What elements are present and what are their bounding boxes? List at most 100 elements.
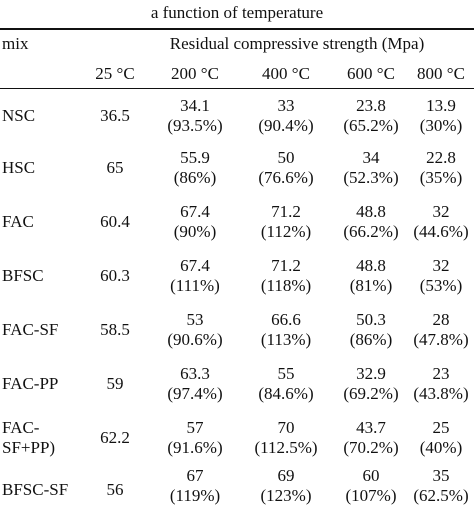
value-200: 34.1 (93.5%) (150, 96, 240, 136)
strength-percent: (90%) (173, 222, 217, 241)
strength-percent: (97.4%) (167, 384, 223, 403)
header-temp-200: 200 °C (171, 64, 219, 83)
row-mix-line: FAC- (2, 418, 40, 437)
table-caption: a function of temperature (150, 3, 324, 22)
strength-percent: (111%) (170, 276, 220, 295)
value-25: 60.3 (100, 266, 130, 285)
strength-percent: (112%) (260, 222, 312, 241)
value-800: 28 (47.8%) (408, 310, 474, 350)
value-200: 67.4 (90%) (150, 202, 240, 242)
value-400: 71.2 (118%) (240, 256, 332, 296)
header-rule (0, 88, 474, 89)
strength-percent: (69.2%) (343, 384, 399, 403)
strength-value: 71.2 (271, 202, 301, 221)
strength-value: 50 (277, 148, 295, 167)
header-temp-800: 800 °C (417, 64, 465, 83)
row-mix: HSC (2, 158, 36, 177)
value-600: 48.8 (66.2%) (332, 202, 410, 242)
strength-value: 50.3 (356, 310, 386, 329)
value-25: 36.5 (100, 106, 130, 125)
strength-value: 34 (362, 148, 380, 167)
strength-percent: (81%) (349, 276, 393, 295)
strength-value: 43.7 (356, 418, 386, 437)
strength-value: 57 (186, 418, 204, 437)
value-200: 57 (91.6%) (150, 418, 240, 458)
value-200: 67.4 (111%) (150, 256, 240, 296)
strength-percent: (47.8%) (413, 330, 469, 349)
value-400: 71.2 (112%) (240, 202, 332, 242)
header-mix: mix (2, 34, 29, 53)
value-800: 13.9 (30%) (408, 96, 474, 136)
strength-percent: (76.6%) (258, 168, 314, 187)
value-600: 60 (107%) (332, 466, 410, 506)
value-400: 66.6 (113%) (240, 310, 332, 350)
value-600: 48.8 (81%) (332, 256, 410, 296)
strength-value: 63.3 (180, 364, 210, 383)
strength-value: 34.1 (180, 96, 210, 115)
strength-value: 35 (432, 466, 450, 485)
row-mix: FAC (2, 212, 34, 231)
value-800: 32 (53%) (408, 256, 474, 296)
strength-percent: (65.2%) (343, 116, 399, 135)
header-residual-strength: Residual compressive strength (Mpa) (169, 34, 425, 53)
strength-percent: (112.5%) (254, 438, 318, 457)
value-400: 70 (112.5%) (240, 418, 332, 458)
strength-percent: (53%) (419, 276, 463, 295)
strength-percent: (43.8%) (413, 384, 469, 403)
strength-value: 69 (277, 466, 295, 485)
strength-percent: (35%) (419, 168, 463, 187)
value-200: 67 (119%) (150, 466, 240, 506)
row-mix: BFSC (2, 266, 44, 285)
strength-percent: (66.2%) (343, 222, 399, 241)
strength-value: 66.6 (271, 310, 301, 329)
header-temp-400: 400 °C (262, 64, 310, 83)
strength-percent: (52.3%) (343, 168, 399, 187)
value-400: 69 (123%) (240, 466, 332, 506)
strength-value: 23.8 (356, 96, 386, 115)
strength-value: 67.4 (180, 202, 210, 221)
strength-value: 48.8 (356, 256, 386, 275)
row-mix-line: SF+PP) (2, 438, 56, 457)
strength-percent: (62.5%) (413, 486, 469, 505)
strength-value: 71.2 (271, 256, 301, 275)
strength-percent: (70.2%) (343, 438, 399, 457)
value-800: 23 (43.8%) (408, 364, 474, 404)
strength-percent: (30%) (419, 116, 463, 135)
row-mix: NSC (2, 106, 36, 125)
value-600: 23.8 (65.2%) (332, 96, 410, 136)
strength-value: 32 (432, 202, 450, 221)
strength-percent: (86%) (173, 168, 217, 187)
strength-value: 23 (432, 364, 450, 383)
strength-value: 13.9 (426, 96, 456, 115)
strength-percent: (123%) (260, 486, 312, 505)
strength-value: 28 (432, 310, 450, 329)
strength-value: 53 (186, 310, 204, 329)
strength-percent: (86%) (349, 330, 393, 349)
value-25: 62.2 (100, 428, 130, 447)
value-200: 55.9 (86%) (150, 148, 240, 188)
value-400: 55 (84.6%) (240, 364, 332, 404)
value-800: 25 (40%) (408, 418, 474, 458)
row-mix: BFSC-SF (2, 480, 69, 499)
strength-percent: (40%) (419, 438, 463, 457)
value-25: 58.5 (100, 320, 130, 339)
strength-value: 55 (277, 364, 295, 383)
value-600: 32.9 (69.2%) (332, 364, 410, 404)
strength-percent: (84.6%) (258, 384, 314, 403)
strength-value: 70 (277, 418, 295, 437)
value-25: 56 (106, 480, 124, 499)
value-25: 65 (106, 158, 124, 177)
strength-percent: (119%) (169, 486, 221, 505)
strength-value: 55.9 (180, 148, 210, 167)
top-rule (0, 28, 474, 30)
value-25: 59 (106, 374, 124, 393)
value-600: 34 (52.3%) (332, 148, 410, 188)
strength-percent: (90.6%) (167, 330, 223, 349)
value-400: 50 (76.6%) (240, 148, 332, 188)
value-600: 50.3 (86%) (332, 310, 410, 350)
strength-value: 67 (186, 466, 204, 485)
strength-value: 25 (432, 418, 450, 437)
strength-percent: (107%) (345, 486, 397, 505)
value-600: 43.7 (70.2%) (332, 418, 410, 458)
value-800: 32 (44.6%) (408, 202, 474, 242)
